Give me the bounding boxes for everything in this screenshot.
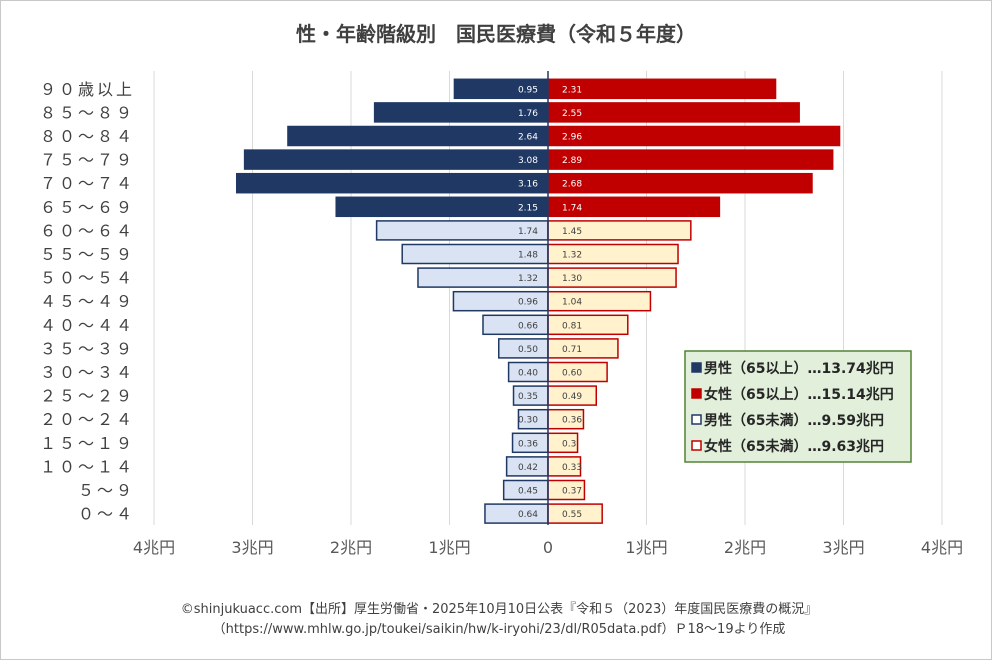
age-group-label: ７０～７４: [40, 174, 135, 193]
female-value-label: 1.74: [562, 203, 582, 213]
female-bar: [547, 314, 629, 336]
x-axis-ticks: 4兆円 3兆円 2兆円 1兆円 0 1兆円 2兆円 3兆円 4兆円: [133, 538, 963, 557]
age-group-label: ９０歳以上: [40, 80, 135, 99]
age-group-label: ０～４: [78, 505, 135, 524]
female-bar: [547, 78, 777, 100]
male-value-label: 0.95: [518, 85, 538, 95]
male-value-label: 1.48: [518, 251, 538, 261]
male-bar: [484, 503, 549, 524]
male-value-label: 3.16: [518, 180, 538, 190]
female-value-label: 0.33: [562, 463, 582, 473]
chart-title: 性・年齢階級別 国民医療費（令和５年度）: [296, 22, 696, 46]
age-group-label: ８５～８９: [40, 103, 135, 122]
age-group-label: ２５～２９: [40, 387, 135, 406]
age-group-label: ５～９: [78, 481, 135, 500]
x-tick-label: 3兆円: [822, 538, 864, 557]
age-group-label: ３０～３４: [40, 363, 135, 382]
female-bar: [547, 102, 800, 123]
legend-box: [684, 350, 912, 463]
female-value-label: 2.55: [562, 109, 582, 119]
male-value-label: 1.76: [518, 109, 538, 119]
age-group-label: ５５～５９: [40, 245, 135, 264]
male-bar: [335, 196, 549, 218]
male-bar: [243, 149, 549, 170]
male-bar: [235, 172, 549, 194]
legend: 男性（65以上）…13.74兆円女性（65以上）…15.14兆円男性（65未満）…: [684, 350, 912, 463]
female-value-label: 0.55: [562, 510, 582, 520]
age-group-label: ６０～６４: [40, 221, 135, 240]
legend-swatch: [691, 388, 702, 399]
x-tick-label: 0: [543, 538, 553, 557]
x-tick-label: 4兆円: [921, 538, 963, 557]
male-value-label: 0.40: [518, 369, 538, 379]
female-value-label: 1.04: [562, 298, 582, 308]
age-group-label: １５～１９: [40, 434, 135, 453]
legend-swatch: [691, 440, 702, 451]
male-value-label: 1.74: [518, 227, 538, 237]
female-value-label: 2.96: [562, 133, 582, 143]
female-bar: [547, 172, 813, 194]
age-group-label: ２０～２４: [40, 410, 135, 429]
male-value-label: 1.32: [518, 274, 538, 284]
male-value-label: 0.66: [518, 321, 538, 331]
male-value-label: 2.64: [518, 133, 538, 143]
female-value-label: 1.30: [562, 274, 582, 284]
female-value-label: 2.31: [562, 85, 582, 95]
source-line-2: （https://www.mhlw.go.jp/toukei/saikin/hw…: [213, 622, 786, 637]
female-value-label: 0.49: [562, 392, 582, 402]
legend-entry: 女性（65未満）…9.63兆円: [704, 438, 884, 455]
age-group-label: ８０～８４: [40, 127, 135, 146]
male-value-label: 0.35: [518, 392, 538, 402]
female-bar: [547, 338, 619, 359]
x-tick-label: 1兆円: [428, 538, 470, 557]
female-value-label: 0.36: [562, 416, 582, 426]
male-bar: [287, 125, 549, 147]
x-tick-label: 1兆円: [625, 538, 667, 557]
female-value-label: 0.3: [562, 439, 576, 449]
age-group-label: １０～１４: [40, 457, 135, 476]
female-value-label: 0.71: [562, 345, 582, 355]
bars: 0.95 2.31 1.76 2.55 2.64 2.96 3.08 2.89 3.16 2.68…: [235, 71, 841, 525]
female-bar: [547, 149, 834, 170]
age-group-label: ４５～４９: [40, 292, 135, 311]
female-value-label: 2.68: [562, 180, 582, 190]
female-value-label: 1.32: [562, 251, 582, 261]
male-value-label: 0.50: [518, 345, 538, 355]
female-bar: [547, 125, 841, 147]
age-group-label: ７５～７９: [40, 151, 135, 170]
age-group-label: ４０～４４: [40, 316, 135, 335]
male-value-label: 0.30: [518, 416, 538, 426]
male-value-label: 0.96: [518, 298, 538, 308]
female-value-label: 0.60: [562, 369, 582, 379]
male-value-label: 3.08: [518, 156, 538, 166]
age-labels: ９０歳以上 ８５～８９ ８０～８４ ７５～７９ ７０～７４ ６５～６９ ６０～６４ ５５～５９…: [40, 80, 135, 524]
male-value-label: 0.42: [518, 463, 538, 473]
x-tick-label: 4兆円: [133, 538, 175, 557]
x-tick-label: 2兆円: [330, 538, 372, 557]
female-value-label: 2.89: [562, 156, 582, 166]
age-group-label: ６５～６９: [40, 198, 135, 217]
male-value-label: 0.36: [518, 439, 538, 449]
female-value-label: 0.81: [562, 321, 582, 331]
age-group-label: ３５～３９: [40, 339, 135, 358]
legend-swatch: [691, 362, 702, 373]
source-line-1: ©shinjukuacc.com【出所】厚生労働省・2025年10月10日公表『…: [181, 601, 818, 617]
x-tick-label: 2兆円: [724, 538, 766, 557]
age-group-label: ５０～５４: [40, 269, 135, 288]
legend-entry: 男性（65以上）…13.74兆円: [704, 360, 894, 377]
male-bar: [482, 314, 549, 336]
female-value-label: 0.37: [562, 487, 582, 497]
male-value-label: 2.15: [518, 203, 538, 213]
legend-entry: 男性（65未満）…9.59兆円: [704, 412, 884, 429]
legend-entry: 女性（65以上）…15.14兆円: [704, 386, 894, 403]
male-value-label: 0.45: [518, 487, 538, 497]
female-value-label: 1.45: [562, 227, 582, 237]
legend-swatch: [691, 414, 702, 425]
male-value-label: 0.64: [518, 510, 538, 520]
x-tick-label: 3兆円: [231, 538, 273, 557]
